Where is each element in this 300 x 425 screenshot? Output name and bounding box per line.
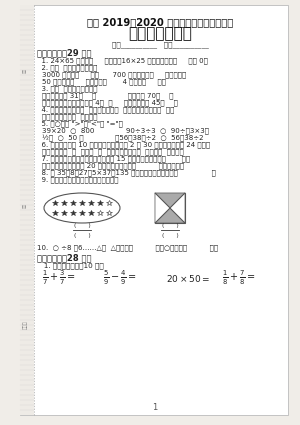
Bar [155,193,185,223]
Bar [20,5,34,415]
Bar [20,5,288,415]
Polygon shape [170,193,185,223]
Text: 度，教师节在第（  ）季度。: 度，教师节在第（ ）季度。 [42,114,98,120]
Text: (      ): ( ) [74,232,90,238]
Text: 50 平方米＝（     ）平方分米       4 千米＝（     ）米: 50 平方米＝（ ）平方分米 4 千米＝（ ）米 [42,79,166,85]
Text: 3. 在（  ）填上合适的数。: 3. 在（ ）填上合适的数。 [37,86,98,92]
Text: 江都 2019－2020 学年度第二学期期末考试: 江都 2019－2020 学年度第二学期期末考试 [87,17,233,27]
Polygon shape [155,193,170,223]
Text: 法表示是从（  ：  ）到（  ：  ），一共经过了（  ）小时（  ）分钟。: 法表示是从（ ： ）到（ ： ），一共经过了（ ）小时（ ）分钟。 [42,149,184,155]
Text: 39×20  ○  800              90÷3÷3  ○  90÷（3×3）: 39×20 ○ 800 90÷3÷3 ○ 90÷（3×3） [42,128,209,134]
Text: $\frac{1}{7}+\frac{3}{7}=$: $\frac{1}{7}+\frac{3}{7}=$ [42,269,76,287]
Text: 4. 今年第一季度有（  ）天，全年有（  ）天，儿童节在第（  ）季: 4. 今年第一季度有（ ）天，全年有（ ）天，儿童节在第（ ）季 [37,107,174,113]
Text: 二、算一算（28 分）: 二、算一算（28 分） [37,253,92,263]
Text: $\frac{5}{9}-\frac{4}{9}=$: $\frac{5}{9}-\frac{4}{9}=$ [103,269,137,287]
Text: 7. 一个长方形相邻两条边长度的和是 15 厘米，它的周长是（       ）厘: 7. 一个长方形相邻两条边长度的和是 15 厘米，它的周长是（ ）厘 [37,156,190,162]
Text: 一、填一填（29 分）: 一、填一填（29 分） [37,48,92,57]
Text: (      ): ( ) [162,232,178,238]
Text: 6. 一辆客车上午 10 时从南京出发，下午 2 时 30 分到达上海，用 24 时计时: 6. 一辆客车上午 10 时从南京出发，下午 2 时 30 分到达上海，用 24… [37,142,210,148]
Text: 姓名: 姓名 [23,202,27,207]
Polygon shape [155,193,185,208]
Text: ½时  ○  50 分              （56－38）÷2  ○  56－38÷2: ½时 ○ 50 分 （56－38）÷2 ○ 56－38÷2 [42,135,203,142]
Text: 装订线: 装订线 [22,321,28,329]
Text: 1. 直接写出得数（10 分）: 1. 直接写出得数（10 分） [37,263,104,269]
Text: (      ): ( ) [74,223,90,227]
Text: 1: 1 [152,402,158,411]
Text: 5. 在○里填 ">"、"<"或 "="。: 5. 在○里填 ">"、"<"或 "="。 [37,121,123,128]
Text: 书写: 书写 [23,68,27,73]
Text: 数学课本封面的面积大约是 4（  ）     一辆轮船载重 45（    ）: 数学课本封面的面积大约是 4（ ） 一辆轮船载重 45（ ） [42,100,178,106]
Text: 1. 24×65 的积是（     ）位数，16×25 的积的末尾有（     ）个 0。: 1. 24×65 的积是（ ）位数，16×25 的积的末尾有（ ）个 0。 [37,58,208,64]
Text: 三年级数学试题: 三年级数学试题 [128,26,192,42]
Text: 9. 用分数表示下面各图中的涂色部分。: 9. 用分数表示下面各图中的涂色部分。 [37,177,118,183]
Text: 得分__________   等第__________: 得分__________ 等第__________ [112,42,208,48]
Text: (      ): ( ) [162,223,178,227]
Text: 小明的体重是 31（    ）              课桌高约 70（    ）: 小明的体重是 31（ ） 课桌高约 70（ ） [42,93,173,99]
Polygon shape [155,208,185,223]
Text: $20\times50=$: $20\times50=$ [166,272,210,283]
Text: 米；一个正方形周长是 20 分米，它的面积是（          ）平方分米。: 米；一个正方形周长是 20 分米，它的面积是（ ）平方分米。 [42,163,184,169]
Ellipse shape [44,193,120,223]
Text: 10.  ○ ÷8 ＝6……△，  △最大是（          ），○最大是（          ）。: 10. ○ ÷8 ＝6……△， △最大是（ ），○最大是（ ）。 [37,245,218,251]
Text: $\frac{1}{8}+\frac{7}{8}=$: $\frac{1}{8}+\frac{7}{8}=$ [222,269,256,287]
Text: 2. 在（  ）里填合适的数。: 2. 在（ ）里填合适的数。 [37,65,98,71]
Text: 8. 把 35－8＝27，5×37＝135 合并成一个综合算式是（               ）: 8. 把 35－8＝27，5×37＝135 合并成一个综合算式是（ ） [37,170,216,176]
Text: 3000 千克＝（     ）吨      700 平方厘米＝（     ）平方分米: 3000 千克＝（ ）吨 700 平方厘米＝（ ）平方分米 [42,72,186,78]
